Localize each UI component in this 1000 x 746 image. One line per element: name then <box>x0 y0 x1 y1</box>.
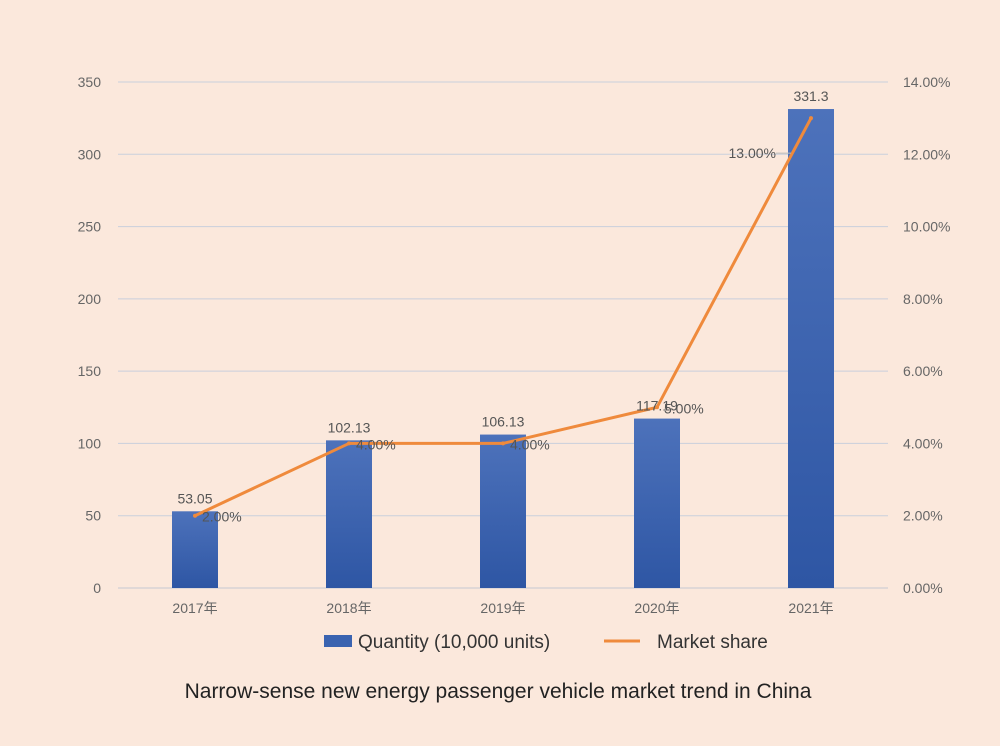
bar-value-label: 331.3 <box>793 88 828 104</box>
y-right-tick-label: 10.00% <box>903 219 950 235</box>
chart-caption: Narrow-sense new energy passenger vehicl… <box>185 680 812 703</box>
bar-value-label: 106.13 <box>482 414 525 430</box>
line-value-label: 13.00% <box>729 145 776 161</box>
line-value-label: 2.00% <box>202 509 242 525</box>
y-right-tick-label: 14.00% <box>903 74 950 90</box>
line-value-label: 4.00% <box>356 436 396 452</box>
bar <box>326 440 372 588</box>
x-tick-label: 2018年 <box>326 600 371 616</box>
line-point <box>193 513 197 518</box>
line-point <box>347 441 351 446</box>
y-right-tick-label: 2.00% <box>903 508 943 524</box>
line-point <box>501 441 505 446</box>
y-left-tick-label: 50 <box>85 508 101 524</box>
y-left-tick-label: 300 <box>78 146 102 162</box>
y-left-tick-label: 150 <box>78 363 102 379</box>
y-right-tick-label: 0.00% <box>903 580 943 596</box>
legend-bar-swatch <box>324 635 352 647</box>
x-tick-label: 2017年 <box>172 600 217 616</box>
line-value-label: 5.00% <box>664 400 704 416</box>
y-right-tick-label: 12.00% <box>903 146 950 162</box>
x-tick-label: 2020年 <box>634 600 679 616</box>
line-point <box>655 405 659 410</box>
bar <box>480 434 526 588</box>
bar-value-label: 102.13 <box>328 419 371 435</box>
y-left-tick-label: 250 <box>78 219 102 235</box>
bar <box>172 511 218 588</box>
bar <box>788 109 834 589</box>
y-left-tick-label: 350 <box>78 74 102 90</box>
y-right-tick-label: 6.00% <box>903 363 943 379</box>
bar-value-label: 117.19 <box>636 398 678 414</box>
x-tick-label: 2021年 <box>788 600 833 616</box>
line-value-label: 4.00% <box>510 436 550 452</box>
x-tick-label: 2019年 <box>480 600 525 616</box>
y-left-tick-label: 200 <box>78 291 102 307</box>
line-point <box>809 116 813 121</box>
y-left-tick-label: 100 <box>78 435 102 451</box>
legend-line-label: Market share <box>657 632 768 653</box>
y-left-tick-label: 0 <box>93 580 101 596</box>
y-right-tick-label: 8.00% <box>903 291 943 307</box>
y-right-tick-label: 4.00% <box>903 435 943 451</box>
bar-value-label: 53.05 <box>177 490 212 506</box>
bar <box>634 418 680 588</box>
legend-bar-label: Quantity (10,000 units) <box>358 632 550 653</box>
